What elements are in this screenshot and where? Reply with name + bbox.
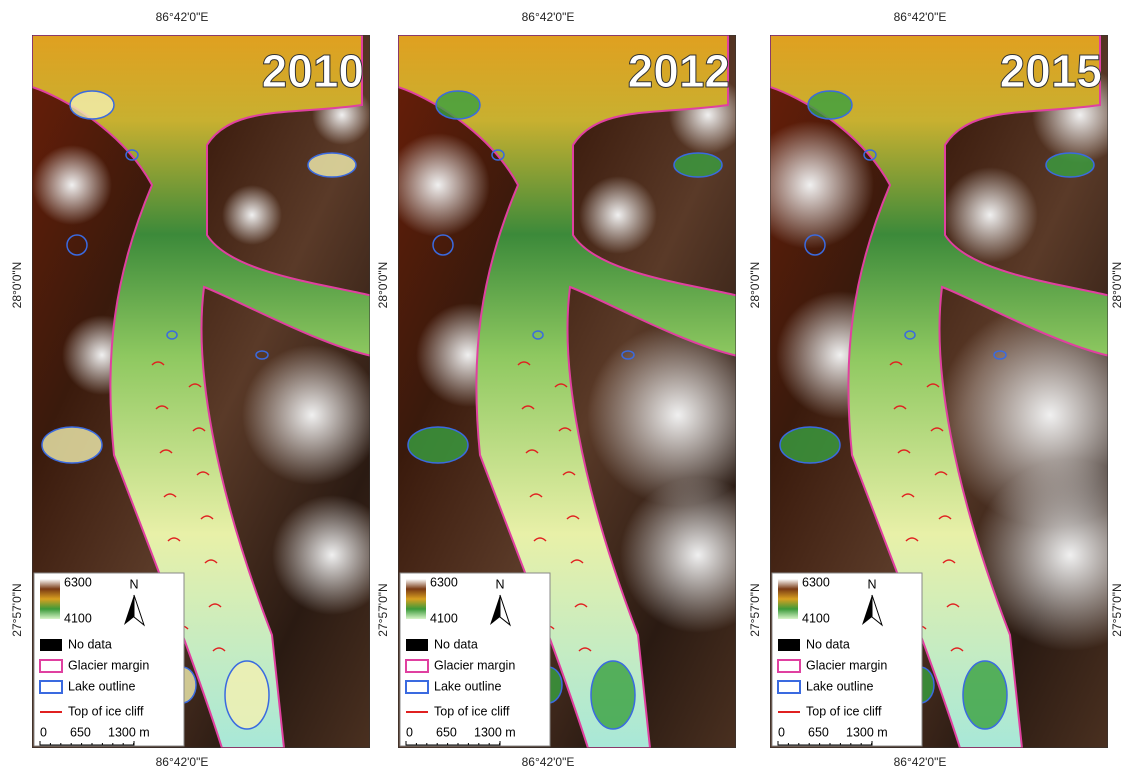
lake bbox=[864, 150, 876, 160]
map-panel: 2010 86°42'0"E 86°42'0"E 28°0'0"N 27°57'0"N 6… bbox=[10, 10, 392, 769]
map-panel: 2015 86°42'0"E 86°42'0"E 28°0'0"N 27°57'0"N 2… bbox=[746, 10, 1128, 769]
lake bbox=[167, 331, 177, 339]
lake bbox=[433, 235, 453, 255]
lake bbox=[905, 331, 915, 339]
lake bbox=[533, 331, 543, 339]
map-panel: 2012 86°42'0"E 86°42'0"E 28°0'0"N 27°57'0"N 6… bbox=[376, 10, 776, 769]
north-label: N bbox=[867, 577, 876, 591]
top-longitude: 86°42'0"E bbox=[894, 10, 947, 24]
top-longitude: 86°42'0"E bbox=[522, 10, 575, 24]
year-label: 2010 bbox=[262, 45, 364, 97]
color-bar bbox=[40, 579, 60, 619]
legend-item: No data bbox=[434, 637, 478, 651]
snow-patch bbox=[587, 324, 769, 506]
legend: 6300 4100 N No data Glacier margin Lake outli… bbox=[34, 573, 184, 746]
bottom-longitude: 86°42'0"E bbox=[522, 755, 575, 769]
legend-min: 4100 bbox=[802, 611, 830, 625]
top-longitude: 86°42'0"E bbox=[156, 10, 209, 24]
scale-label: 650 bbox=[808, 725, 829, 739]
latitude-label: 27°57'0"N bbox=[10, 583, 24, 636]
legend-item: Glacier margin bbox=[68, 658, 149, 672]
bottom-longitude: 86°42'0"E bbox=[156, 755, 209, 769]
lake bbox=[42, 427, 102, 463]
lake bbox=[308, 153, 356, 177]
lake bbox=[225, 661, 269, 729]
lake bbox=[780, 427, 840, 463]
legend: 6300 4100 N No data Glacier margin Lake outli… bbox=[772, 573, 922, 746]
legend-item: Top of ice cliff bbox=[806, 704, 882, 718]
legend-item: Lake outline bbox=[806, 679, 873, 693]
scale-label: 650 bbox=[436, 725, 457, 739]
lake bbox=[126, 150, 138, 160]
lake bbox=[67, 235, 87, 255]
legend-item: No data bbox=[806, 637, 850, 651]
legend-item: Top of ice cliff bbox=[434, 704, 510, 718]
lake bbox=[256, 351, 268, 359]
legend-item: Glacier margin bbox=[434, 658, 515, 672]
lake bbox=[674, 153, 722, 177]
lake bbox=[436, 91, 480, 119]
lake bbox=[591, 661, 635, 729]
legend: 6300 4100 N No data Glacier margin Lake outli… bbox=[400, 573, 550, 746]
latitude-label: 28°0'0"N bbox=[10, 262, 24, 309]
latitude-label: 28°0'0"N bbox=[1110, 262, 1124, 309]
latitude-label: 27°57'0"N bbox=[748, 583, 762, 636]
year-label: 2012 bbox=[628, 45, 730, 97]
lake bbox=[1046, 153, 1094, 177]
north-label: N bbox=[495, 577, 504, 591]
year-label: 2015 bbox=[1000, 45, 1102, 97]
legend-max: 6300 bbox=[802, 575, 830, 589]
latitude-label: 28°0'0"N bbox=[748, 262, 762, 309]
snow-patch bbox=[222, 185, 282, 245]
latitude-label: 27°57'0"N bbox=[376, 583, 390, 636]
lake bbox=[622, 351, 634, 359]
scale-label: 1300 m bbox=[108, 725, 150, 739]
lake bbox=[492, 150, 504, 160]
legend-item: Glacier margin bbox=[806, 658, 887, 672]
snow-patch bbox=[32, 145, 112, 225]
lake bbox=[808, 91, 852, 119]
scale-label: 650 bbox=[70, 725, 91, 739]
legend-item: Lake outline bbox=[68, 679, 135, 693]
latitude-label: 27°57'0"N bbox=[1110, 583, 1124, 636]
north-label: N bbox=[129, 577, 138, 591]
lake bbox=[963, 661, 1007, 729]
legend-item: Top of ice cliff bbox=[68, 704, 144, 718]
color-bar bbox=[406, 579, 426, 619]
lake bbox=[805, 235, 825, 255]
swatch-nodata bbox=[40, 639, 62, 651]
legend-min: 4100 bbox=[430, 611, 458, 625]
snow-patch bbox=[242, 345, 382, 485]
scale-label: 1300 m bbox=[846, 725, 888, 739]
scale-label: 1300 m bbox=[474, 725, 516, 739]
lake bbox=[994, 351, 1006, 359]
lake bbox=[408, 427, 468, 463]
snow-patch bbox=[579, 176, 657, 254]
legend-item: No data bbox=[68, 637, 112, 651]
legend-max: 6300 bbox=[430, 575, 458, 589]
snow-patch bbox=[386, 133, 490, 237]
legend-max: 6300 bbox=[64, 575, 92, 589]
snow-patch bbox=[272, 495, 392, 615]
swatch-nodata bbox=[778, 639, 800, 651]
legend-min: 4100 bbox=[64, 611, 92, 625]
color-bar bbox=[778, 579, 798, 619]
figure: 2010 86°42'0"E 86°42'0"E 28°0'0"N 27°57'0"N 6… bbox=[0, 0, 1128, 770]
scale-label: 0 bbox=[40, 725, 47, 739]
lake bbox=[70, 91, 114, 119]
bottom-longitude: 86°42'0"E bbox=[894, 755, 947, 769]
scale-label: 0 bbox=[778, 725, 785, 739]
scale-label: 0 bbox=[406, 725, 413, 739]
legend-item: Lake outline bbox=[434, 679, 501, 693]
swatch-nodata bbox=[406, 639, 428, 651]
latitude-label: 28°0'0"N bbox=[376, 262, 390, 309]
